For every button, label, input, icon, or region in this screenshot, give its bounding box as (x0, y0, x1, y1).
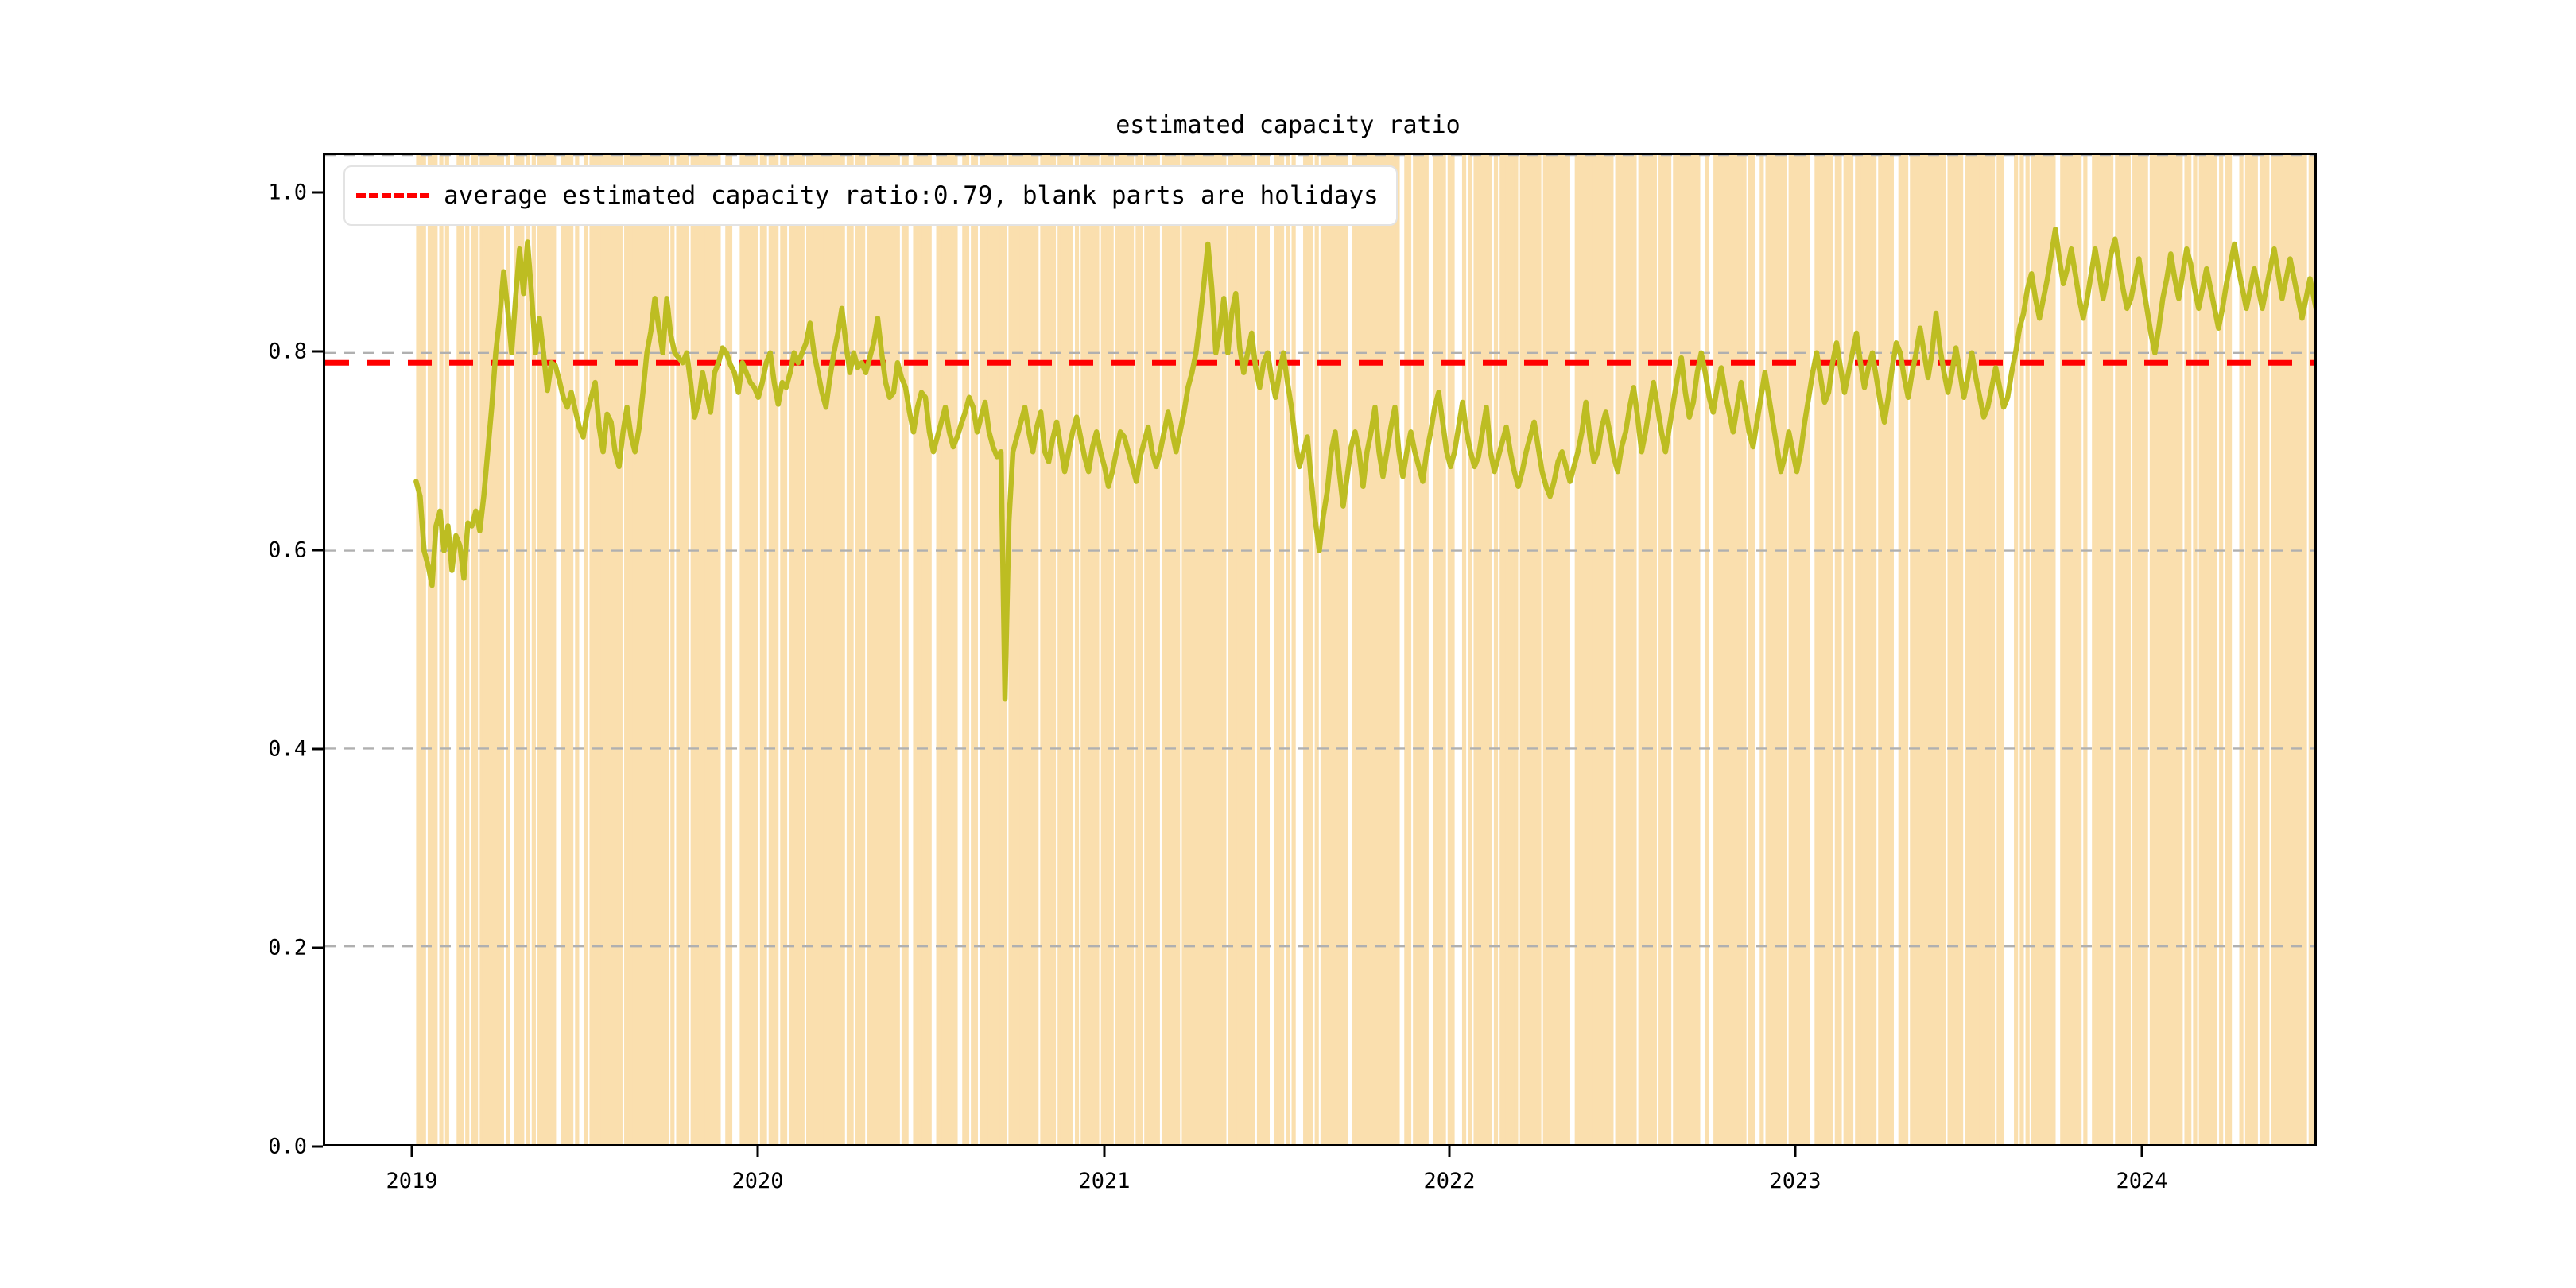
y-tick-label-3: 0.6 (268, 537, 307, 563)
y-tick-mark-5 (312, 191, 323, 194)
y-tick-label-1: 0.2 (268, 935, 307, 960)
y-tick-mark-3 (312, 549, 323, 552)
x-tick-mark-2019 (410, 1146, 413, 1157)
y-tick-label-2: 0.4 (268, 736, 307, 762)
x-tick-label-2022: 2022 (1423, 1169, 1476, 1193)
x-tick-mark-2024 (2140, 1146, 2143, 1157)
y-tick-label-4: 0.8 (268, 339, 307, 364)
y-tick-mark-0 (312, 1145, 323, 1148)
x-tick-mark-2021 (1103, 1146, 1106, 1157)
x-tick-mark-2020 (756, 1146, 759, 1157)
y-tick-mark-4 (312, 350, 323, 353)
chart-canvas (325, 155, 2314, 1144)
holiday-bars-group (416, 155, 2314, 1144)
x-tick-label-2019: 2019 (386, 1169, 438, 1193)
y-tick-label-0: 0.0 (268, 1134, 307, 1159)
capacity-ratio-line (413, 227, 2314, 702)
plot-area (323, 153, 2317, 1146)
y-tick-mark-2 (312, 747, 323, 751)
legend-label: average estimated capacity ratio:0.79, b… (444, 181, 1379, 210)
x-tick-label-2024: 2024 (2116, 1169, 2168, 1193)
legend-dashed-line-icon (356, 193, 429, 198)
x-tick-mark-2022 (1448, 1146, 1451, 1157)
y-tick-label-5: 1.0 (268, 180, 307, 205)
x-tick-mark-2023 (1794, 1146, 1797, 1157)
chart-title: estimated capacity ratio (1115, 111, 1461, 139)
x-tick-label-2020: 2020 (731, 1169, 784, 1193)
x-tick-label-2021: 2021 (1078, 1169, 1131, 1193)
y-tick-mark-1 (312, 946, 323, 949)
x-tick-label-2023: 2023 (1769, 1169, 1821, 1193)
chart-legend: average estimated capacity ratio:0.79, b… (343, 165, 1398, 226)
